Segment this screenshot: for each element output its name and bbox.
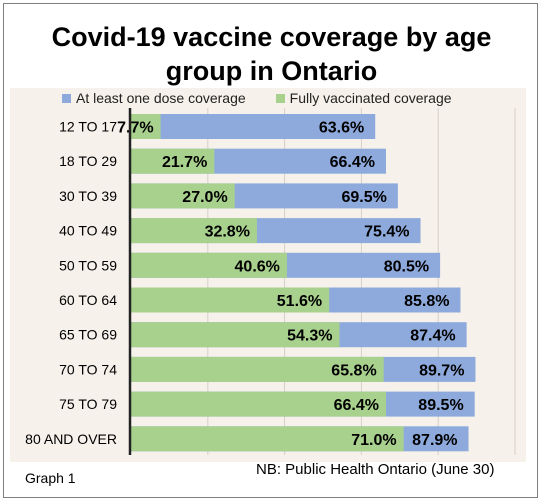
bar-fully-vaccinated (131, 322, 340, 348)
category-label: 75 TO 79 (59, 396, 117, 412)
bar-fully-vaccinated (131, 218, 257, 244)
data-label-fully-vaccinated: 66.4% (334, 397, 379, 414)
data-label-fully-vaccinated: 40.6% (235, 258, 280, 275)
data-label-one-dose: 69.5% (342, 189, 387, 206)
data-label-fully-vaccinated: 21.7% (162, 154, 207, 171)
data-label-one-dose: 66.4% (330, 154, 375, 171)
bar-fully-vaccinated (131, 426, 404, 452)
bar-fully-vaccinated (131, 183, 235, 209)
source-note: NB: Public Health Ontario (June 30) (256, 461, 495, 478)
legend-item-one-dose: At least one dose coverage (62, 89, 246, 107)
bar-fully-vaccinated (131, 148, 215, 174)
data-label-fully-vaccinated: 54.3% (287, 328, 332, 345)
chart-title-line-1: Covid-19 vaccine coverage by age (51, 22, 492, 52)
data-label-one-dose: 80.5% (384, 258, 429, 275)
chart-title-line-2: group in Ontario (165, 56, 378, 86)
data-label-fully-vaccinated: 27.0% (182, 189, 227, 206)
bar-one-dose (131, 114, 376, 139)
category-label: 30 TO 39 (59, 188, 117, 204)
bar-fully-vaccinated (131, 391, 386, 417)
category-label: 40 TO 49 (59, 223, 117, 239)
graph-label: Graph 1 (25, 470, 76, 486)
category-label: 60 TO 64 (59, 292, 117, 308)
data-label-one-dose: 63.6% (319, 120, 364, 137)
data-label-fully-vaccinated: 65.8% (331, 362, 376, 379)
data-label-one-dose: 87.9% (412, 432, 457, 449)
bar-fully-vaccinated (131, 252, 287, 278)
legend-label-fully-vaccinated: Fully vaccinated coverage (289, 90, 452, 106)
bar-fully-vaccinated (131, 287, 330, 313)
legend-label-one-dose: At least one dose coverage (76, 90, 246, 106)
data-label-one-dose: 87.4% (410, 328, 455, 345)
category-label: 70 TO 74 (59, 361, 117, 377)
legend-swatch-fully-vaccinated (275, 93, 285, 103)
category-label: 65 TO 69 (59, 327, 117, 343)
data-label-one-dose: 75.4% (364, 224, 409, 241)
category-label: 50 TO 59 (59, 257, 117, 273)
data-label-fully-vaccinated: 71.0% (351, 432, 396, 449)
category-label: 12 TO 17 (59, 119, 117, 135)
data-label-fully-vaccinated: 51.6% (277, 293, 322, 310)
data-label-one-dose: 89.7% (419, 362, 464, 379)
legend-item-fully-vaccinated: Fully vaccinated coverage (275, 89, 452, 107)
data-label-fully-vaccinated: 32.8% (205, 224, 250, 241)
data-label-one-dose: 89.5% (418, 397, 463, 414)
data-label-one-dose: 85.8% (404, 293, 449, 310)
bar-fully-vaccinated (131, 114, 161, 139)
chart-legend: At least one dose coverage Fully vaccina… (62, 89, 452, 107)
category-label: 18 TO 29 (59, 153, 117, 169)
data-label-fully-vaccinated: 7.7% (117, 120, 153, 137)
bar-fully-vaccinated (131, 356, 384, 382)
legend-swatch-one-dose (62, 93, 71, 103)
category-label: 80 AND OVER (25, 431, 117, 447)
